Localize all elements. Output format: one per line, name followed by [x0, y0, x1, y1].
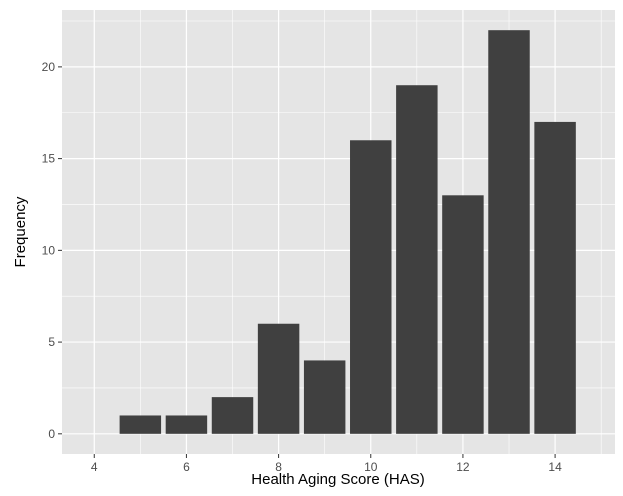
histogram-bar — [165, 415, 208, 434]
histogram-bar — [303, 360, 346, 434]
y-tick-label: 5 — [48, 335, 55, 349]
x-tick-label: 10 — [364, 460, 378, 474]
x-tick-label: 4 — [91, 460, 98, 474]
histogram-bar — [534, 121, 576, 434]
y-tick-label: 20 — [42, 60, 56, 74]
bars — [119, 30, 576, 434]
y-tick-label: 0 — [48, 427, 55, 441]
y-axis-title: Frequency — [12, 196, 29, 267]
x-tick-label: 6 — [183, 460, 190, 474]
y-tick-label: 10 — [42, 243, 56, 257]
histogram-bar — [488, 30, 530, 434]
x-tick-label: 14 — [548, 460, 562, 474]
y-axis-ticks: 0 5 10 15 20 — [42, 60, 62, 441]
x-axis-title: Health Aging Score (HAS) — [251, 471, 424, 488]
histogram-bar — [442, 195, 484, 434]
x-tick-label: 8 — [275, 460, 282, 474]
histogram-bar — [396, 85, 438, 434]
y-tick-label: 15 — [42, 152, 56, 166]
x-axis-ticks: 4 6 8 10 12 14 — [91, 454, 562, 474]
x-tick-label: 12 — [456, 460, 470, 474]
histogram-bar — [119, 415, 162, 434]
histogram-bar — [211, 397, 254, 434]
histogram-bar — [257, 323, 300, 434]
histogram-bar — [350, 140, 392, 434]
